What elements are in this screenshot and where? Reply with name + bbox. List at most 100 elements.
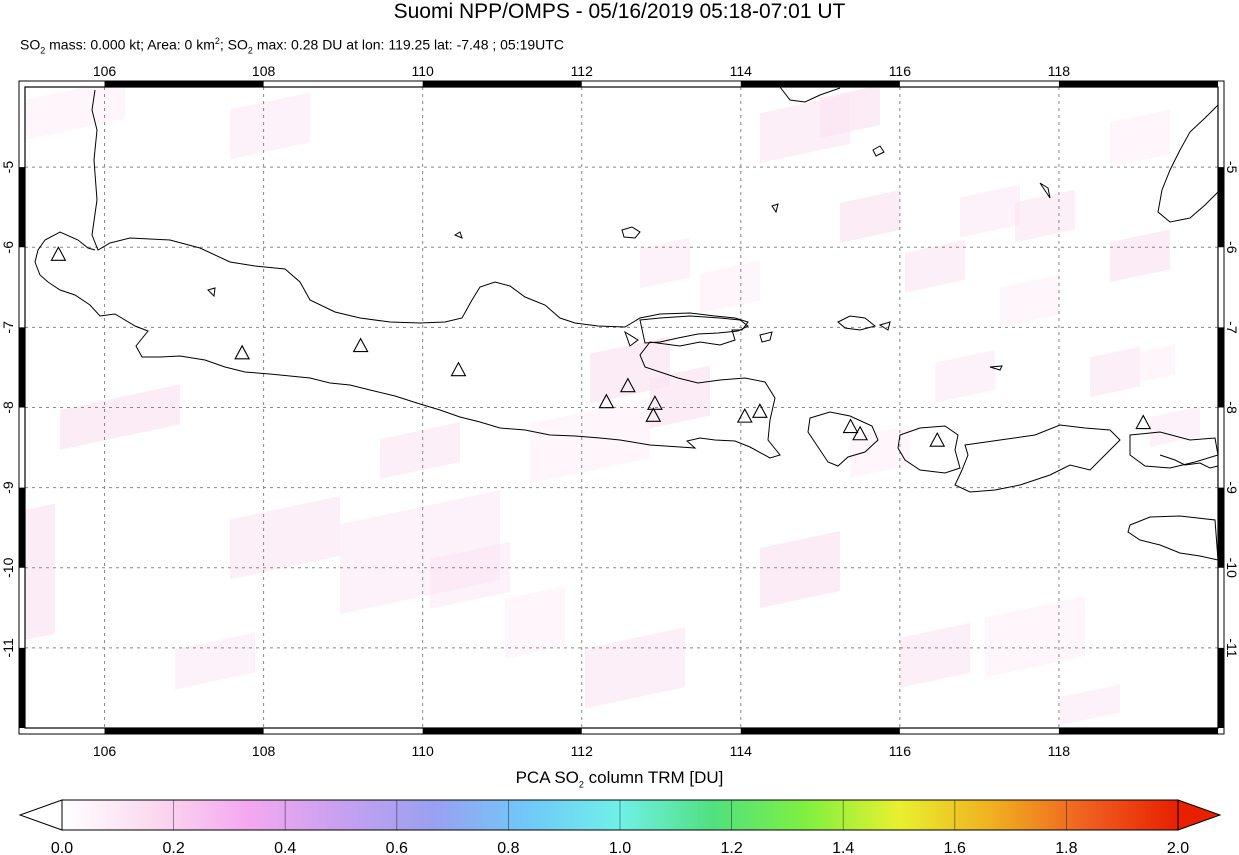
so2-pixel [505, 585, 565, 659]
colorbar-tick-label: 2.0 [1167, 840, 1189, 855]
so2-pixel [760, 531, 840, 609]
lon-tick-top: 112 [571, 63, 594, 79]
lat-tick-left: -5 [0, 161, 16, 174]
so2-pixel [1000, 274, 1060, 328]
volcano-icon [736, 407, 753, 423]
small-island-2 [878, 321, 891, 331]
sumbawa-coast [954, 424, 1121, 493]
frame-outer [18, 80, 1225, 735]
volcano-icon [646, 395, 663, 410]
so2-pixel [1060, 684, 1120, 726]
so2-pixel [230, 496, 340, 580]
so2-pixel [1150, 406, 1200, 448]
lat-tick-left: -11 [0, 638, 16, 657]
lon-tick-bottom: 118 [1048, 743, 1071, 759]
lon-tick-top: 108 [252, 63, 276, 79]
frame-bar-bottom [1058, 728, 1218, 734]
so2-max-label: ; SO [219, 36, 248, 53]
small-island-1 [759, 331, 773, 343]
bawean-island [621, 226, 641, 239]
colorbar-title-prefix: PCA SO [515, 768, 579, 787]
so2-pixel [430, 541, 510, 609]
so2-pixel [1110, 109, 1170, 168]
lat-tick-left: -6 [0, 241, 16, 254]
volcano-icon [852, 425, 869, 441]
colorbar-title-suffix: column TRM [DU] [583, 768, 724, 787]
colorbar-tick-label: 0.8 [497, 840, 519, 855]
so2-sub-2: 2 [247, 45, 253, 56]
so2-max-text: max: 0.28 DU at lon: 119.25 lat: -7.48 ;… [252, 36, 564, 53]
map-title: Suomi NPP/OMPS - 05/16/2019 05:18-07:01 … [393, 0, 846, 23]
java-coast [34, 89, 781, 459]
kangean-island [837, 315, 877, 331]
small-island-7 [1039, 182, 1051, 199]
so2-pixel [650, 365, 710, 429]
small-island-6 [207, 287, 216, 298]
sulawesi-coast [1157, 104, 1218, 223]
bali-coast [807, 411, 879, 467]
so2-pixel [985, 596, 1085, 678]
frame-bar-bottom [422, 728, 582, 734]
so2-pixel [230, 92, 310, 160]
sumba-coast [1127, 515, 1218, 561]
lat-tick-right: -10 [1224, 558, 1239, 578]
lat-tick-left: -10 [0, 557, 16, 577]
volcano-icon [450, 361, 467, 377]
small-island-4 [989, 365, 1003, 371]
graticule [25, 87, 1218, 728]
lon-tick-bottom: 106 [93, 743, 117, 759]
colorbar: 0.0 0.2 0.4 0.6 0.8 1.0 1.2 1.4 1.6 1.8 2.0 [18, 799, 1222, 855]
so2-pixel [905, 239, 965, 293]
frame-bar-left [19, 647, 25, 728]
so2-pixel [1015, 189, 1075, 243]
map-frame [18, 80, 1225, 735]
so2-pixel [1090, 346, 1140, 398]
lon-tick-bottom: 116 [889, 743, 912, 759]
so2-pixel [530, 398, 650, 484]
lat-tick-right: -5 [1224, 161, 1239, 174]
lat-tick-right: -11 [1224, 638, 1239, 657]
frame-bar-bottom [104, 728, 264, 734]
small-island-3 [872, 145, 885, 157]
volcano-icon [751, 403, 768, 418]
lon-tick-bottom: 110 [412, 743, 435, 759]
lon-tick-top: 118 [1048, 63, 1071, 79]
area-sup: 2 [214, 36, 220, 46]
flores-coast [1129, 431, 1218, 469]
lat-tick-left: -8 [0, 401, 16, 414]
lat-tick-right: -9 [1224, 481, 1239, 494]
colorbar-tick-label: 0.4 [274, 840, 296, 855]
small-island-8 [624, 330, 639, 347]
lat-tick-right: -6 [1224, 241, 1239, 254]
colorbar-tick-label: 1.0 [609, 840, 631, 855]
lat-tick-left: -7 [0, 321, 16, 334]
lon-tick-bottom: 108 [252, 743, 276, 759]
volcano-icon [842, 418, 859, 434]
frame-bar-right [1218, 647, 1224, 728]
so2-sub: 2 [40, 45, 46, 56]
so2-pixel [380, 422, 460, 480]
volcano-icon [929, 431, 946, 447]
so2-pixel [820, 87, 880, 138]
lat-tick-right: -8 [1224, 401, 1239, 414]
lat-tick-right: -7 [1224, 321, 1239, 334]
volcano-icon [50, 246, 67, 261]
colorbar-tick-label: 0.0 [51, 840, 73, 855]
karimun-island [453, 231, 463, 239]
so2-pixel [840, 190, 900, 243]
so2-pixel [850, 425, 910, 478]
colorbar-tick-label: 0.6 [386, 840, 408, 855]
frame-bar-top [104, 81, 264, 87]
borneo-coast [779, 87, 841, 103]
frame-bar-left [19, 487, 25, 568]
frame-bar-top [740, 81, 900, 87]
volcano-icon [1135, 414, 1152, 430]
lat-tick-left: -9 [0, 481, 16, 494]
colorbar-tick-label: 1.2 [720, 840, 742, 855]
lon-tick-bottom: 112 [571, 743, 594, 759]
so2-pixel [1110, 229, 1170, 283]
so2-pixel [585, 627, 685, 709]
madura-coast [639, 315, 749, 344]
volcano-markers [50, 246, 1152, 447]
